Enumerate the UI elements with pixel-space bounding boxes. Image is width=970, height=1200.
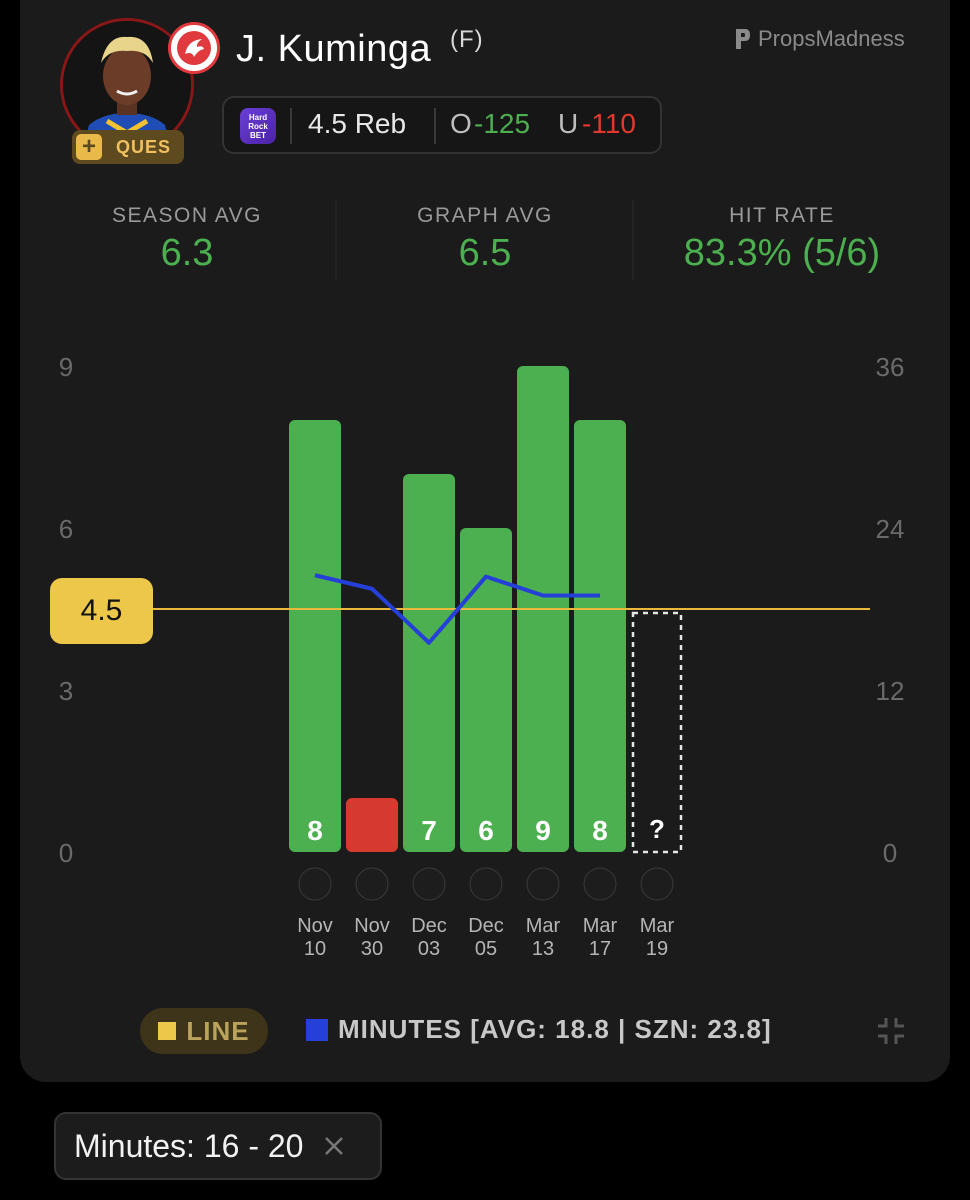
right-axis-tick: 24	[876, 514, 905, 544]
game-date-day: 03	[418, 938, 440, 960]
line-swatch-icon	[158, 1022, 177, 1040]
left-axis-tick: 3	[59, 676, 73, 706]
stat-value: 83.3% (5/6)	[683, 232, 881, 274]
game-date-month: Nov	[354, 915, 390, 937]
stat-label: GRAPH AVG	[417, 204, 553, 227]
right-axis-tick: 36	[876, 352, 905, 382]
upcoming-game-bar	[631, 611, 683, 854]
prop-line: 4.5 Reb	[308, 108, 407, 139]
stat-bar	[574, 420, 626, 852]
bar-value-label: 8	[307, 815, 323, 846]
stat-label: HIT RATE	[729, 204, 835, 227]
over-label: O	[450, 108, 472, 139]
left-axis-tick: 9	[59, 352, 73, 382]
legend-line-label: LINE	[186, 1015, 250, 1046]
legend-line-toggle[interactable]: LINE	[140, 1008, 268, 1054]
76ers-logo-icon	[469, 867, 503, 901]
divider	[290, 108, 292, 144]
close-icon[interactable]	[323, 1135, 345, 1157]
legend-minutes-label: MINUTES [AVG: 18.8 | SZN: 23.8]	[338, 1014, 772, 1044]
game-date-day: 17	[589, 938, 611, 960]
line-value-tag: 4.5	[50, 578, 153, 644]
brand-name: PropsMadness	[758, 26, 905, 51]
thunder-logo-icon	[412, 867, 446, 901]
stat-season-avg: SEASON AVG 6.3	[37, 204, 337, 275]
collapse-icon[interactable]	[876, 1016, 906, 1046]
player-position: (F)	[450, 26, 484, 53]
bar-value-label: ?	[649, 814, 665, 844]
sportsbook-logo-icon: Hard Rock BET	[240, 108, 276, 144]
bar-value-label: 9	[535, 815, 551, 846]
prop-line-box[interactable]: Hard Rock BET 4.5 Reb O -125 U -110	[222, 96, 662, 154]
bar-value-label: 6	[478, 815, 494, 846]
minutes-filter-chip[interactable]: Minutes: 16 - 20	[54, 1112, 382, 1180]
legend-minutes-toggle[interactable]: MINUTES [AVG: 18.8 | SZN: 23.8]	[306, 1014, 772, 1045]
stat-bar	[289, 420, 341, 852]
pacers-logo-icon	[298, 867, 332, 901]
over-odds: -125	[474, 108, 531, 139]
game-date-day: 30	[361, 938, 383, 960]
game-date-day: 10	[304, 938, 326, 960]
stat-graph-avg: GRAPH AVG 6.5	[335, 204, 635, 275]
right-axis-tick: 0	[883, 838, 897, 868]
status-text: QUES	[116, 136, 172, 157]
bar-value-label: 7	[421, 815, 437, 846]
stat-bar	[346, 798, 398, 852]
under-label: U	[558, 108, 579, 139]
game-date-month: Mar	[583, 915, 618, 937]
sportsbook-name: Hard Rock	[248, 112, 268, 131]
filter-label: Minutes: 16 - 20	[74, 1127, 304, 1164]
game-date-day: 19	[646, 938, 668, 960]
minutes-swatch-icon	[306, 1018, 328, 1041]
minutes-line	[314, 573, 600, 645]
game-date-month: Dec	[411, 915, 447, 937]
bar-value-label: 8	[592, 815, 608, 846]
divider	[335, 200, 337, 280]
left-axis-tick: 6	[59, 514, 73, 544]
stat-bar	[403, 474, 455, 852]
left-axis-tick: 0	[59, 838, 73, 868]
brand-watermark: PropsMadness	[734, 26, 905, 52]
stat-value: 6.5	[458, 232, 512, 274]
game-date-day: 05	[475, 938, 497, 960]
player-name: J. Kuminga	[236, 28, 432, 70]
pelicans-logo-icon	[355, 867, 389, 901]
mavericks-logo-icon	[640, 867, 674, 901]
plus-icon: +	[76, 134, 102, 160]
game-date-day: 13	[532, 938, 554, 960]
game-log-chart: 963036241208Nov10Nov307Dec036Dec059Mar13…	[59, 352, 905, 960]
under-odds: -110	[582, 108, 636, 139]
divider	[434, 108, 436, 144]
stat-hit-rate: HIT RATE 83.3% (5/6)	[632, 204, 932, 275]
hawks-logo-icon	[168, 22, 220, 74]
stat-value: 6.3	[160, 232, 214, 274]
game-date-month: Mar	[640, 915, 675, 937]
magic-logo-icon	[583, 867, 617, 901]
sportsbook-sub: BET	[250, 130, 266, 140]
stat-label: SEASON AVG	[112, 204, 262, 227]
right-axis-tick: 12	[876, 676, 905, 706]
game-date-month: Dec	[468, 915, 504, 937]
nets-logo-icon	[526, 867, 560, 901]
injury-status-badge: + QUES	[72, 130, 184, 164]
propsmadness-logo-icon	[736, 29, 750, 49]
game-date-month: Nov	[297, 915, 333, 937]
game-date-month: Mar	[526, 915, 561, 937]
divider	[632, 200, 634, 280]
